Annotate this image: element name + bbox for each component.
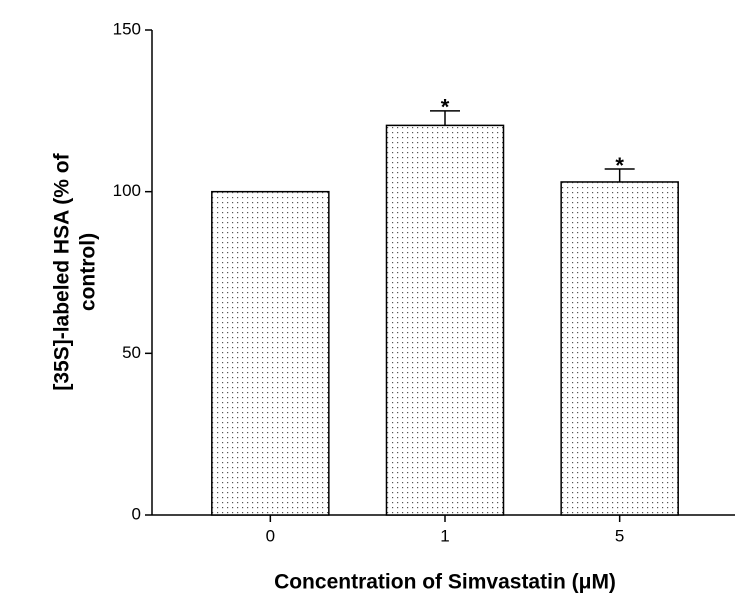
y-axis-label: [35S]-labeled HSA (% of control) — [51, 152, 100, 390]
x-tick-label: 1 — [440, 526, 449, 545]
x-tick-label: 0 — [266, 526, 275, 545]
y-tick-label: 100 — [113, 181, 141, 200]
significance-marker: * — [441, 95, 450, 120]
x-tick-label: 5 — [615, 526, 624, 545]
y-tick-label: 50 — [122, 343, 141, 362]
y-tick-label: 0 — [132, 504, 141, 523]
y-axis-label-line: [35S]-labeled HSA (% of — [51, 152, 74, 390]
y-axis-label-line: control) — [77, 233, 100, 311]
bar — [385, 124, 505, 516]
significance-marker: * — [615, 153, 624, 178]
x-axis-label: Concentration of Simvastatin (μM) — [274, 571, 616, 594]
y-tick-label: 150 — [113, 19, 141, 38]
bar — [211, 190, 330, 516]
bar — [560, 181, 679, 516]
